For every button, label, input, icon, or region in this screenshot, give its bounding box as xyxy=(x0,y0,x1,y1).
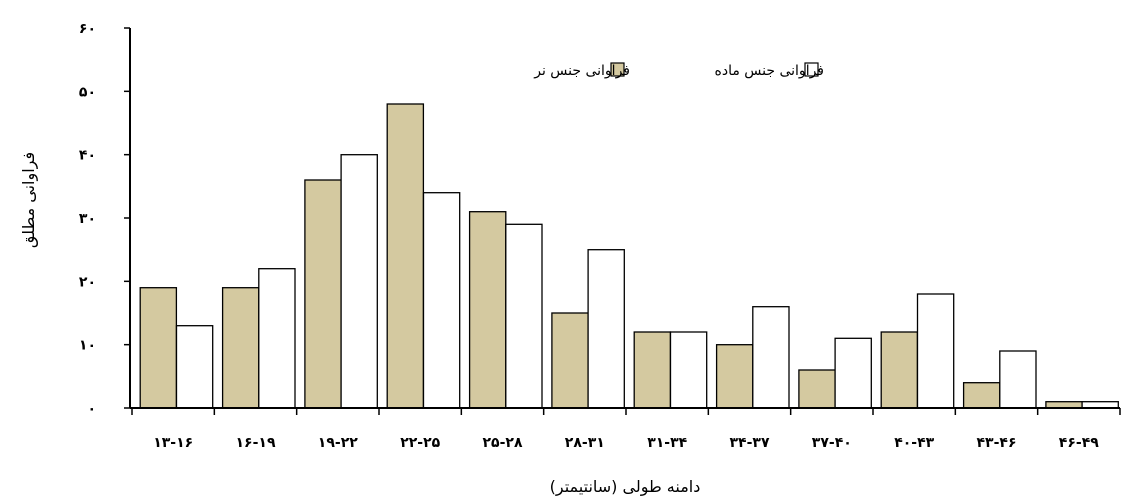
y-tick-label-6: ۶۰ xyxy=(79,21,96,37)
x-tick-label-8: ۳۷-۴۰ xyxy=(812,435,852,451)
bars-group xyxy=(139,103,1119,409)
bar-female-8 xyxy=(834,337,872,409)
legend: فراوانی جنس نر فراوانی جنس ماده xyxy=(533,62,824,79)
x-tick-label-7: ۳۴-۳۷ xyxy=(730,435,770,451)
y-ticks-group: ۰ ۱۰ ۲۰ ۳۰ ۴۰ ۵۰ ۶۰ xyxy=(79,21,130,417)
bar-male-2 xyxy=(304,179,342,409)
x-tick-label-11: ۴۶-۴۹ xyxy=(1059,435,1099,451)
x-tick-label-1: ۱۶-۱۹ xyxy=(236,435,276,451)
x-tick-label-2: ۱۹-۲۲ xyxy=(318,435,358,451)
y-tick-label-3: ۳۰ xyxy=(79,211,96,227)
bar-male-4 xyxy=(468,211,507,409)
y-tick-label-2: ۲۰ xyxy=(79,274,96,290)
bar-female-1 xyxy=(258,268,296,409)
x-tick-label-4: ۲۵-۲۸ xyxy=(483,435,523,451)
bar-female-3 xyxy=(422,192,461,409)
bar-female-10 xyxy=(999,350,1037,409)
legend-label-female: فراوانی جنس ماده xyxy=(715,63,824,79)
legend-label-male: فراوانی جنس نر xyxy=(533,63,630,79)
bar-female-4 xyxy=(505,223,543,409)
bar-female-6 xyxy=(669,331,708,409)
bar-female-2 xyxy=(340,154,378,409)
bar-male-7 xyxy=(715,344,754,409)
bar-male-10 xyxy=(962,382,1001,409)
y-tick-label-4: ۴۰ xyxy=(79,148,96,164)
bar-male-5 xyxy=(551,312,589,409)
y-axis-title: فراوانی مطلق xyxy=(19,152,39,248)
bar-male-9 xyxy=(880,331,919,409)
x-tick-label-6: ۳۱-۳۴ xyxy=(647,435,687,451)
y-tick-label-5: ۵۰ xyxy=(79,84,96,100)
bar-female-7 xyxy=(752,306,790,409)
x-axis-title: دامنه طولی (سانتیمتر) xyxy=(550,477,701,497)
x-tick-label-0: ۱۳-۱۶ xyxy=(153,435,193,451)
x-tick-label-3: ۲۲-۲۵ xyxy=(400,435,440,451)
bar-male-0 xyxy=(139,287,178,409)
y-tick-label-0: ۰ xyxy=(87,401,96,417)
x-ticks-group: ۱۳-۱۶ ۱۶-۱۹ ۱۹-۲۲ ۲۲-۲۵ ۲۵-۲۸ ۲۸-۳۱ ۳۱-۳۴ ۳۴-۳۷… xyxy=(131,408,1121,451)
bar-male-8 xyxy=(798,369,836,409)
bar-male-1 xyxy=(221,287,260,409)
bar-female-5 xyxy=(587,249,625,409)
y-tick-label-1: ۱۰ xyxy=(79,338,96,354)
bar-female-9 xyxy=(916,293,955,409)
x-tick-label-9: ۴۰-۴۳ xyxy=(894,435,934,451)
bar-female-0 xyxy=(175,325,214,409)
legend-swatch-male xyxy=(610,62,625,77)
x-tick-label-5: ۲۸-۳۱ xyxy=(565,435,605,451)
legend-swatch-female xyxy=(804,62,819,77)
bar-male-6 xyxy=(633,331,672,409)
bar-male-3 xyxy=(386,103,425,409)
x-tick-label-10: ۴۳-۴۶ xyxy=(977,435,1017,451)
